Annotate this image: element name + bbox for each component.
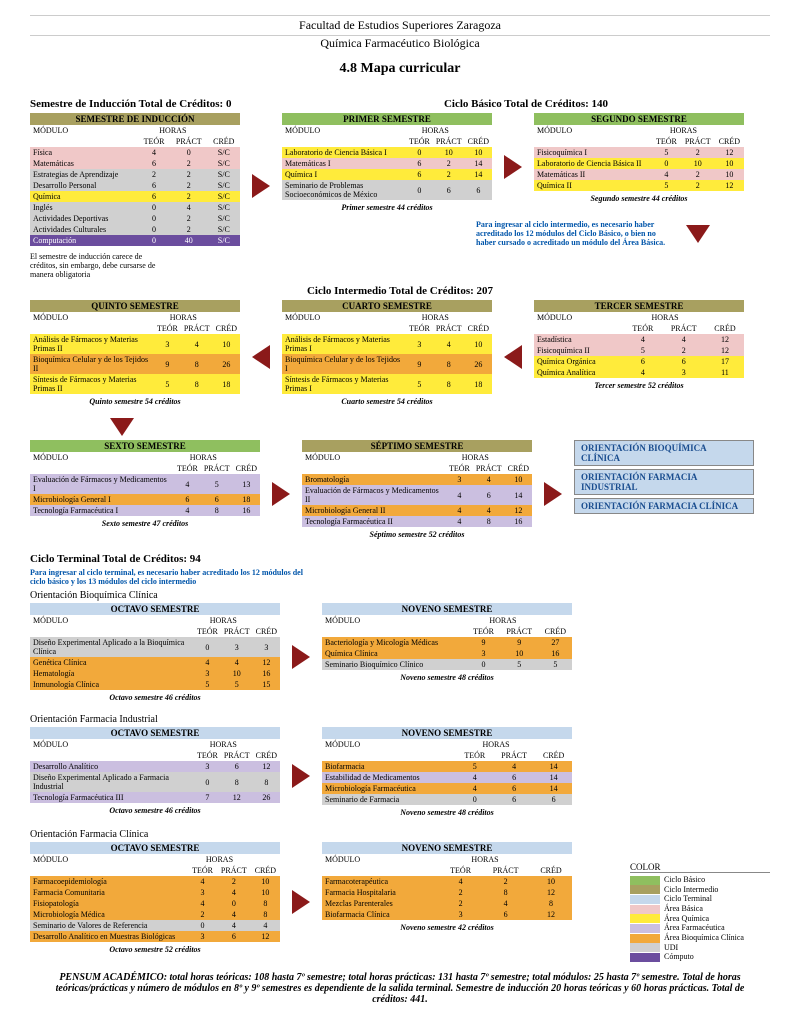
orientacion-clinica: ORIENTACIÓN FARMACIA CLÍNICA [574,498,754,514]
caption-cli9: Noveno semestre 42 créditos [322,923,572,932]
caption-s1: Primer semestre 44 créditos [282,203,492,212]
arrow-right-icon [504,155,522,179]
terminal-title: Ciclo Terminal Total de Créditos: 94 [30,553,770,565]
caption-s7: Séptimo semestre 52 créditos [302,530,532,539]
tabla-septimo-semestre: SÉPTIMO SEMESTREMÓDULOHORASTEÓRPRÁCTCRÉD… [302,440,532,527]
tabla-bio-noveno: NOVENO SEMESTREMÓDULOHORASTEÓRPRÁCTCRÉDB… [322,603,572,670]
legend-item: Cómputo [630,952,770,962]
arrow-left-icon [504,345,522,369]
arrow-right-icon [292,764,310,788]
legend-item: Área Farmacéutica [630,923,770,933]
legend-item: Ciclo Básico [630,875,770,885]
caption-s3: Tercer semestre 52 créditos [534,381,744,390]
tabla-ind-octavo: OCTAVO SEMESTREMÓDULOHORASTEÓRPRÁCTCRÉDD… [30,727,280,803]
caption-ind8: Octavo semestre 46 créditos [30,806,280,815]
sub-clinica: Orientación Farmacia Clínica [30,829,620,840]
arrow-down-icon [110,418,134,436]
induccion-note: El semestre de inducción carece de crédi… [30,252,170,279]
legend-item: UDI [630,943,770,953]
basico-note: Para ingresar al ciclo intermedio, es ne… [476,220,676,247]
tabla-cuarto-semestre: CUARTO SEMESTREMÓDULOHORASTEÓRPRÁCTCRÉDA… [282,300,492,394]
caption-ind9: Noveno semestre 48 créditos [322,808,572,817]
tabla-sexto-semestre: SEXTO SEMESTREMÓDULOHORASTEÓRPRÁCTCRÉDEv… [30,440,260,516]
legend-title: COLOR [630,862,770,873]
tabla-primer-semestre: PRIMER SEMESTREMÓDULOHORASTEÓRPRÁCTCRÉDL… [282,113,492,200]
basico-title: Ciclo Básico Total de Créditos: 140 [282,98,770,110]
caption-bio8: Octavo semestre 46 créditos [30,693,280,702]
caption-cli8: Octavo semestre 52 créditos [30,945,280,954]
caption-s6: Sexto semestre 47 créditos [30,519,260,528]
intermedio-title: Ciclo Intermedio Total de Créditos: 207 [30,285,770,297]
caption-bio9: Noveno semestre 48 créditos [322,673,572,682]
sub-industrial: Orientación Farmacia Industrial [30,714,770,725]
tabla-tercer-semestre: TERCER SEMESTREMÓDULOHORASTEÓRPRÁCTCRÉDE… [534,300,744,378]
legend-item: Área Bioquímica Clínica [630,933,770,943]
tabla-quinto-semestre: QUINTO SEMESTREMÓDULOHORASTEÓRPRÁCTCRÉDA… [30,300,240,394]
tabla-bio-octavo: OCTAVO SEMESTREMÓDULOHORASTEÓRPRÁCTCRÉDD… [30,603,280,690]
arrow-right-icon [292,890,310,914]
header-program: Química Farmacéutico Biológica [30,36,770,51]
induccion-title: Semestre de Inducción Total de Créditos:… [30,98,240,110]
arrow-right-icon [292,645,310,669]
page-title: 4.8 Mapa curricular [30,61,770,77]
tabla-cli-octavo: OCTAVO SEMESTREMÓDULOHORASTEÓRPRÁCTCRÉDF… [30,842,280,942]
caption-s5: Quinto semestre 54 créditos [30,397,240,406]
legend-item: Ciclo Terminal [630,894,770,904]
pensum-academico: PENSUM ACADÉMICO: total horas teóricas: … [50,972,750,1005]
legend-item: Área Química [630,914,770,924]
legend-item: Ciclo Intermedio [630,885,770,895]
tabla-cli-noveno: NOVENO SEMESTREMÓDULOHORASTEÓRPRÁCTCRÉDF… [322,842,572,920]
tabla-segundo-semestre: SEGUNDO SEMESTREMÓDULOHORASTEÓRPRÁCTCRÉD… [534,113,744,191]
arrow-right-icon [272,482,290,506]
orientacion-industrial: ORIENTACIÓN FARMACIA INDUSTRIAL [574,469,754,495]
legend: COLOR Ciclo BásicoCiclo IntermedioCiclo … [630,862,770,962]
header-faculty: Facultad de Estudios Superiores Zaragoza [30,15,770,36]
caption-s4: Cuarto semestre 54 créditos [282,397,492,406]
tabla-induccion: SEMESTRE DE INDUCCIÓNMÓDULOHORASTEÓRPRÁC… [30,113,240,246]
orientacion-bioquimica: ORIENTACIÓN BIOQUÍMICA CLÍNICA [574,440,754,466]
legend-item: Área Básica [630,904,770,914]
arrow-left-icon [252,345,270,369]
sub-bioquimica: Orientación Bioquímica Clínica [30,590,770,601]
tabla-ind-noveno: NOVENO SEMESTREMÓDULOHORASTEÓRPRÁCTCRÉDB… [322,727,572,805]
arrow-down-icon [686,225,710,243]
arrow-right-icon [252,174,270,198]
arrow-right-icon [544,482,562,506]
caption-s2: Segundo semestre 44 créditos [534,194,744,203]
terminal-note: Para ingresar al ciclo terminal, es nece… [30,568,310,586]
